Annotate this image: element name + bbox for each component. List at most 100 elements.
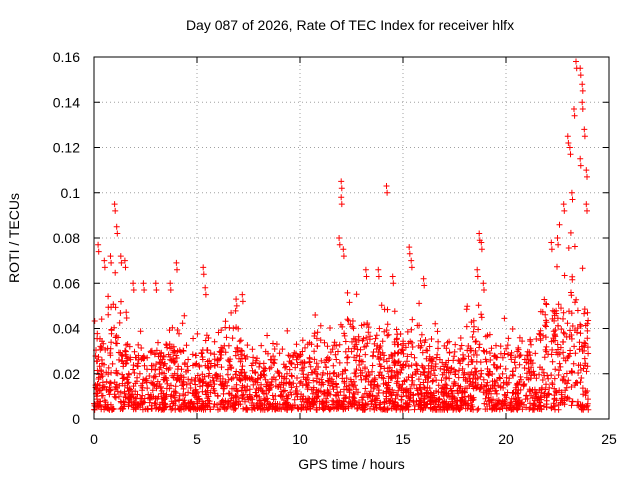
data-point: [249, 346, 256, 353]
data-point: [543, 381, 549, 388]
data-point: [230, 325, 237, 332]
data-point: [102, 401, 109, 408]
data-point: [202, 284, 209, 291]
data-point: [393, 335, 400, 342]
data-point: [218, 381, 224, 388]
data-point: [310, 377, 317, 384]
y-tick-label: 0.04: [53, 321, 80, 337]
data-point: [435, 338, 442, 345]
data-point: [121, 388, 128, 395]
data-point: [489, 406, 495, 413]
data-point: [262, 396, 269, 403]
data-point: [440, 389, 447, 395]
data-point: [378, 302, 385, 309]
data-point: [225, 399, 232, 406]
data-point: [471, 365, 478, 372]
data-point: [526, 386, 533, 393]
data-point: [585, 396, 591, 403]
data-point: [258, 381, 265, 388]
data-point: [137, 328, 144, 335]
data-point: [470, 372, 477, 378]
data-point: [555, 241, 562, 248]
data-point: [527, 358, 534, 365]
data-point: [552, 366, 559, 373]
data-point: [222, 349, 229, 356]
data-point: [584, 309, 591, 316]
data-point: [540, 332, 547, 339]
data-point: [448, 365, 455, 372]
data-point: [571, 343, 578, 350]
data-point: [469, 379, 476, 386]
data-point: [488, 399, 495, 406]
data-point: [448, 388, 455, 395]
data-point: [266, 365, 273, 372]
data-point: [581, 347, 587, 354]
data-point: [557, 363, 564, 370]
data-point: [466, 382, 473, 389]
data-point: [234, 388, 241, 395]
plot-frame: [93, 56, 610, 420]
data-point: [285, 392, 292, 398]
data-point: [242, 398, 248, 405]
data-point: [526, 406, 533, 413]
data-point: [96, 363, 103, 370]
data-point: [125, 379, 132, 386]
data-point: [477, 385, 484, 392]
data-point: [222, 318, 229, 325]
data-point: [416, 397, 423, 404]
data-point: [560, 349, 567, 356]
data-point: [493, 354, 500, 361]
data-point: [292, 364, 299, 371]
data-point: [419, 349, 426, 356]
data-point: [362, 385, 369, 392]
data-point: [497, 363, 504, 370]
data-point: [335, 401, 342, 408]
data-point: [217, 378, 224, 385]
data-point: [562, 393, 568, 400]
data-point: [550, 403, 557, 410]
data-point: [483, 358, 490, 365]
data-point: [141, 395, 148, 402]
data-point: [157, 360, 164, 366]
data-point: [171, 394, 178, 401]
data-point: [362, 365, 368, 372]
data-point: [306, 358, 313, 365]
data-point: [408, 264, 415, 271]
data-point: [302, 344, 308, 351]
data-point: [359, 397, 366, 403]
data-point: [107, 345, 114, 352]
data-point: [431, 372, 438, 379]
data-point: [160, 352, 167, 359]
data-point: [236, 355, 242, 362]
data-point: [462, 405, 469, 412]
data-point: [394, 350, 401, 357]
data-point: [101, 257, 108, 264]
data-point: [496, 374, 503, 381]
data-point: [565, 377, 572, 384]
data-point: [105, 364, 112, 371]
data-point: [324, 370, 331, 377]
data-point: [538, 406, 545, 413]
data-point: [582, 388, 589, 395]
data-point: [391, 339, 398, 345]
data-point: [204, 397, 211, 404]
data-point: [441, 342, 448, 349]
data-point: [493, 406, 500, 413]
data-point: [117, 389, 124, 396]
data-point: [462, 397, 469, 404]
data-point: [342, 348, 349, 355]
data-point: [134, 363, 141, 369]
data-point: [270, 353, 277, 360]
data-point: [499, 370, 506, 377]
data-point: [180, 397, 186, 404]
data-point: [336, 235, 343, 241]
data-point: [345, 345, 352, 352]
data-point: [482, 333, 489, 340]
data-point: [513, 382, 520, 388]
data-point: [472, 382, 478, 389]
data-point: [264, 379, 271, 386]
data-point: [398, 385, 405, 392]
data-point: [517, 352, 524, 359]
data-point: [317, 322, 324, 329]
data-point: [579, 385, 586, 392]
